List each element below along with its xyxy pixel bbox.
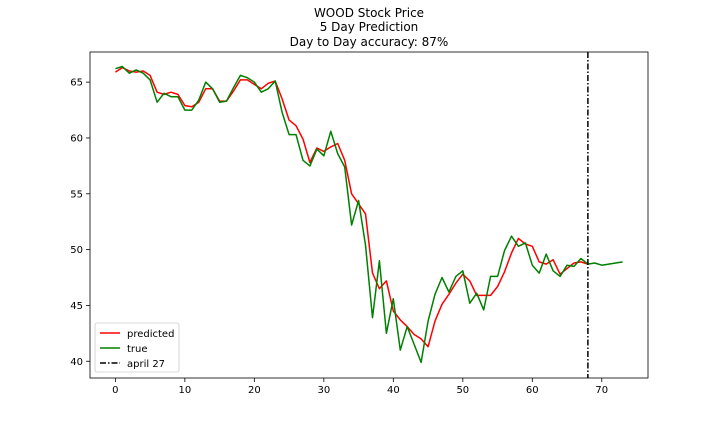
legend-box xyxy=(94,322,180,373)
chart-title-line-1: WOOD Stock Price xyxy=(314,6,424,20)
x-axis: 0 10 20 30 40 50 60 70 xyxy=(112,378,608,396)
y-tick-label: 45 xyxy=(70,301,83,312)
legend: predicted true april 27 xyxy=(94,322,180,373)
y-tick-label: 60 xyxy=(70,133,83,144)
y-axis: 40 45 50 55 60 65 xyxy=(70,78,90,368)
plot-frame xyxy=(89,51,649,379)
x-tick-label: 0 xyxy=(112,385,118,396)
y-tick-label: 40 xyxy=(70,357,83,368)
y-tick-label: 50 xyxy=(70,245,83,256)
chart-title-line-2: 5 Day Prediction xyxy=(320,20,419,34)
x-tick-label: 30 xyxy=(317,385,330,396)
x-tick-label: 50 xyxy=(456,385,469,396)
y-tick-label: 55 xyxy=(70,189,83,200)
x-tick-label: 10 xyxy=(178,385,191,396)
legend-label-april-27: april 27 xyxy=(127,359,165,370)
x-tick-label: 60 xyxy=(526,385,539,396)
legend-label-predicted: predicted xyxy=(127,329,174,340)
y-tick-label: 65 xyxy=(70,78,83,89)
legend-label-true: true xyxy=(127,344,148,355)
series-line-predicted xyxy=(114,66,589,348)
plot-area xyxy=(114,52,623,378)
series-line-true xyxy=(115,65,623,364)
x-tick-label: 40 xyxy=(387,385,400,396)
x-tick-label: 20 xyxy=(248,385,261,396)
chart-title-line-3: Day to Day accuracy: 87% xyxy=(290,35,449,49)
x-tick-label: 70 xyxy=(595,385,608,396)
